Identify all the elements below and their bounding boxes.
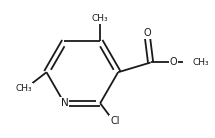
Text: CH₃: CH₃	[15, 84, 32, 93]
Text: CH₃: CH₃	[193, 58, 209, 67]
Text: Cl: Cl	[110, 116, 120, 126]
Text: N: N	[61, 98, 68, 108]
Text: CH₃: CH₃	[92, 14, 109, 23]
Text: O: O	[144, 28, 151, 38]
Text: O: O	[170, 58, 177, 67]
